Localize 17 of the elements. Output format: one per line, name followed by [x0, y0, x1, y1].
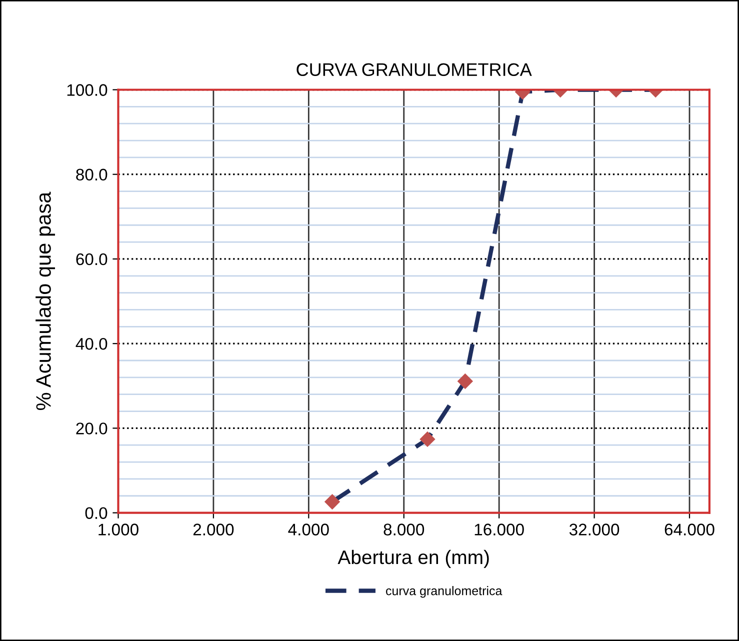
- y-tick-label: 100.0: [67, 84, 108, 96]
- x-tick-label: 32.000: [569, 524, 620, 536]
- x-tick-label: 1.000: [98, 524, 138, 536]
- x-tick-label: 16.000: [474, 524, 524, 536]
- legend-label: curva granulometrica: [386, 586, 502, 598]
- x-tick-label: 4.000: [288, 524, 329, 536]
- chart-title: CURVA GRANULOMETRICA: [296, 63, 532, 76]
- x-axis-title: Abertura en (mm): [338, 550, 489, 568]
- x-tick-label: 2.000: [193, 524, 234, 536]
- y-tick-label: 80.0: [76, 168, 108, 181]
- y-tick-label: 60.0: [76, 253, 108, 266]
- y-tick-label: 40.0: [76, 338, 108, 350]
- x-tick-label: 64.000: [664, 524, 714, 536]
- y-axis-title: % Acumulado que pasa: [36, 192, 56, 410]
- x-tick-label: 8.000: [384, 524, 424, 536]
- y-tick-label: 20.0: [76, 422, 108, 434]
- y-tick-label: 0.0: [85, 507, 108, 520]
